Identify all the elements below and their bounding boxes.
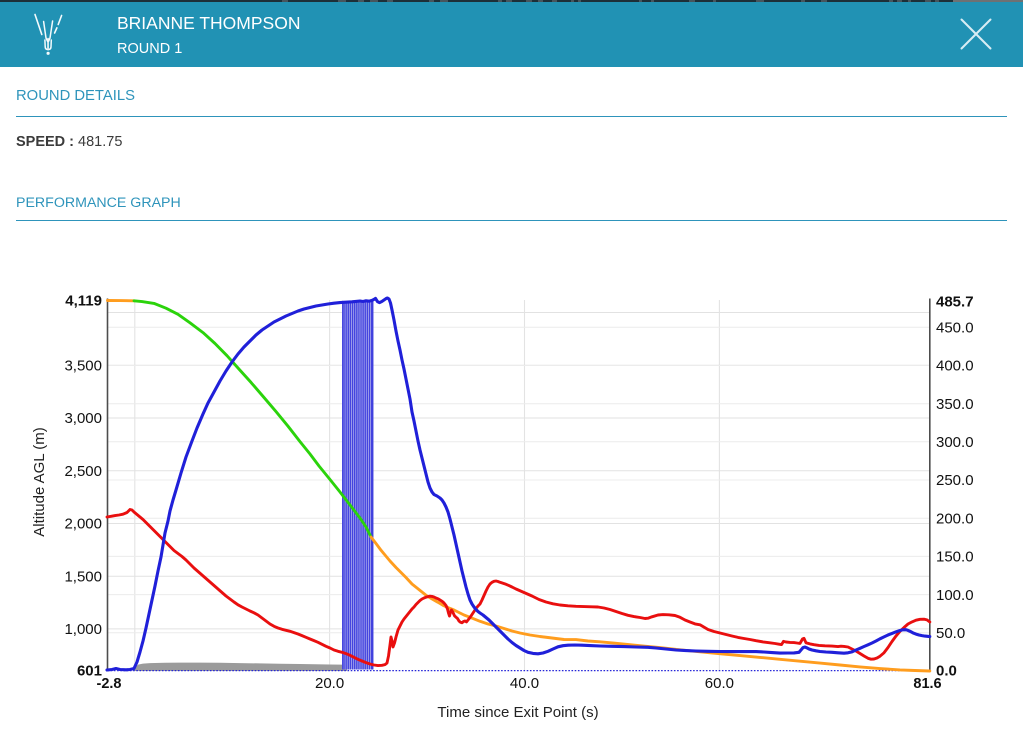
svg-text:40.0: 40.0 [510, 675, 539, 692]
svg-text:1,500: 1,500 [64, 568, 102, 585]
svg-text:200.0: 200.0 [936, 510, 974, 527]
svg-text:3,000: 3,000 [64, 410, 102, 427]
svg-text:-2.8: -2.8 [97, 676, 122, 692]
svg-text:Time since Exit Point (s): Time since Exit Point (s) [437, 704, 598, 721]
svg-text:3,500: 3,500 [64, 358, 102, 375]
svg-text:300.0: 300.0 [936, 434, 974, 451]
svg-text:250.0: 250.0 [936, 472, 974, 489]
svg-text:60.0: 60.0 [705, 675, 734, 692]
svg-text:1,000: 1,000 [64, 621, 102, 638]
svg-text:2,000: 2,000 [64, 516, 102, 533]
svg-text:450.0: 450.0 [936, 320, 974, 337]
svg-text:100.0: 100.0 [936, 587, 974, 604]
svg-text:601: 601 [77, 663, 102, 680]
svg-text:350.0: 350.0 [936, 396, 974, 413]
svg-text:150.0: 150.0 [936, 549, 974, 566]
svg-text:2,500: 2,500 [64, 463, 102, 480]
svg-text:4,119: 4,119 [65, 293, 102, 310]
svg-text:Altitude AGL (m): Altitude AGL (m) [31, 427, 48, 536]
svg-text:0.0: 0.0 [936, 663, 957, 680]
svg-text:485.7: 485.7 [936, 294, 974, 311]
svg-text:81.6: 81.6 [913, 676, 941, 692]
svg-text:50.0: 50.0 [936, 625, 965, 642]
svg-text:400.0: 400.0 [936, 358, 974, 375]
svg-text:20.0: 20.0 [315, 675, 344, 692]
